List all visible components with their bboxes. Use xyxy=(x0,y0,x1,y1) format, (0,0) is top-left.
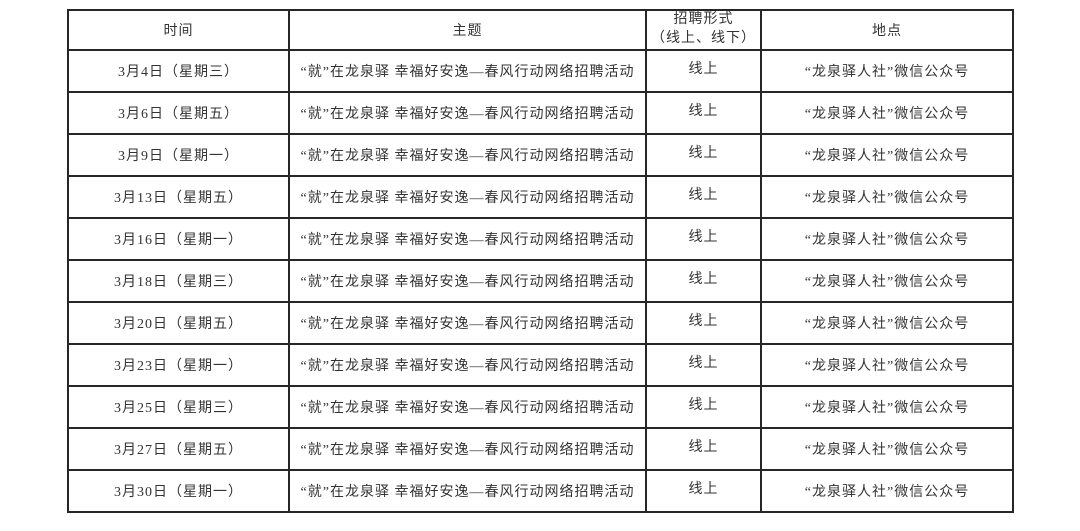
cell-format: 线上 xyxy=(645,216,762,261)
cell-topic: “就”在龙泉驿 幸福好安逸—春风行动网络招聘活动 xyxy=(288,384,647,429)
cell-time: 3月23日（星期一） xyxy=(67,342,290,387)
table-row: 3月18日（星期三） “就”在龙泉驿 幸福好安逸—春风行动网络招聘活动 线上 “… xyxy=(67,258,1014,303)
cell-location: “龙泉驿人社”微信公众号 xyxy=(760,132,1014,177)
cell-format: 线上 xyxy=(645,174,762,219)
table-row: 3月27日（星期五） “就”在龙泉驿 幸福好安逸—春风行动网络招聘活动 线上 “… xyxy=(67,426,1014,471)
cell-topic: “就”在龙泉驿 幸福好安逸—春风行动网络招聘活动 xyxy=(288,216,647,261)
cell-topic: “就”在龙泉驿 幸福好安逸—春风行动网络招聘活动 xyxy=(288,132,647,177)
cell-location: “龙泉驿人社”微信公众号 xyxy=(760,468,1014,513)
table-row: 3月16日（星期一） “就”在龙泉驿 幸福好安逸—春风行动网络招聘活动 线上 “… xyxy=(67,216,1014,261)
cell-format: 线上 xyxy=(645,468,762,513)
cell-format: 线上 xyxy=(645,48,762,93)
cell-topic: “就”在龙泉驿 幸福好安逸—春风行动网络招聘活动 xyxy=(288,174,647,219)
cell-time: 3月9日（星期一） xyxy=(67,132,290,177)
header-format: 招聘形式 （线上、线下） xyxy=(645,9,762,51)
table-row: 3月30日（星期一） “就”在龙泉驿 幸福好安逸—春风行动网络招聘活动 线上 “… xyxy=(67,468,1014,513)
cell-format: 线上 xyxy=(645,384,762,429)
cell-format: 线上 xyxy=(645,132,762,177)
cell-location: “龙泉驿人社”微信公众号 xyxy=(760,90,1014,135)
cell-topic: “就”在龙泉驿 幸福好安逸—春风行动网络招聘活动 xyxy=(288,468,647,513)
cell-topic: “就”在龙泉驿 幸福好安逸—春风行动网络招聘活动 xyxy=(288,258,647,303)
cell-format: 线上 xyxy=(645,90,762,135)
cell-topic: “就”在龙泉驿 幸福好安逸—春风行动网络招聘活动 xyxy=(288,300,647,345)
cell-time: 3月30日（星期一） xyxy=(67,468,290,513)
header-location: 地点 xyxy=(760,9,1014,51)
cell-format: 线上 xyxy=(645,258,762,303)
cell-location: “龙泉驿人社”微信公众号 xyxy=(760,48,1014,93)
table-row: 3月20日（星期五） “就”在龙泉驿 幸福好安逸—春风行动网络招聘活动 线上 “… xyxy=(67,300,1014,345)
cell-format: 线上 xyxy=(645,342,762,387)
table-row: 3月6日（星期五） “就”在龙泉驿 幸福好安逸—春风行动网络招聘活动 线上 “龙… xyxy=(67,90,1014,135)
header-topic: 主题 xyxy=(288,9,647,51)
cell-topic: “就”在龙泉驿 幸福好安逸—春风行动网络招聘活动 xyxy=(288,426,647,471)
cell-time: 3月27日（星期五） xyxy=(67,426,290,471)
table-body: 3月4日（星期三） “就”在龙泉驿 幸福好安逸—春风行动网络招聘活动 线上 “龙… xyxy=(67,48,1014,513)
cell-time: 3月18日（星期三） xyxy=(67,258,290,303)
cell-topic: “就”在龙泉驿 幸福好安逸—春风行动网络招聘活动 xyxy=(288,48,647,93)
header-row: 时间 主题 招聘形式 （线上、线下） 地点 xyxy=(67,9,1014,51)
table-row: 3月25日（星期三） “就”在龙泉驿 幸福好安逸—春风行动网络招聘活动 线上 “… xyxy=(67,384,1014,429)
cell-time: 3月6日（星期五） xyxy=(67,90,290,135)
cell-time: 3月25日（星期三） xyxy=(67,384,290,429)
cell-location: “龙泉驿人社”微信公众号 xyxy=(760,342,1014,387)
cell-format: 线上 xyxy=(645,300,762,345)
table-row: 3月4日（星期三） “就”在龙泉驿 幸福好安逸—春风行动网络招聘活动 线上 “龙… xyxy=(67,48,1014,93)
cell-location: “龙泉驿人社”微信公众号 xyxy=(760,300,1014,345)
cell-location: “龙泉驿人社”微信公众号 xyxy=(760,258,1014,303)
table-row: 3月13日（星期五） “就”在龙泉驿 幸福好安逸—春风行动网络招聘活动 线上 “… xyxy=(67,174,1014,219)
schedule-table: 时间 主题 招聘形式 （线上、线下） 地点 3月4日（星期三） “就”在龙泉驿 … xyxy=(67,9,1014,513)
cell-time: 3月13日（星期五） xyxy=(67,174,290,219)
cell-topic: “就”在龙泉驿 幸福好安逸—春风行动网络招聘活动 xyxy=(288,90,647,135)
cell-topic: “就”在龙泉驿 幸福好安逸—春风行动网络招聘活动 xyxy=(288,342,647,387)
table-header: 时间 主题 招聘形式 （线上、线下） 地点 xyxy=(67,9,1014,51)
cell-location: “龙泉驿人社”微信公众号 xyxy=(760,174,1014,219)
cell-time: 3月16日（星期一） xyxy=(67,216,290,261)
cell-location: “龙泉驿人社”微信公众号 xyxy=(760,384,1014,429)
cell-format: 线上 xyxy=(645,426,762,471)
cell-location: “龙泉驿人社”微信公众号 xyxy=(760,216,1014,261)
table-row: 3月23日（星期一） “就”在龙泉驿 幸福好安逸—春风行动网络招聘活动 线上 “… xyxy=(67,342,1014,387)
cell-location: “龙泉驿人社”微信公众号 xyxy=(760,426,1014,471)
cell-time: 3月20日（星期五） xyxy=(67,300,290,345)
table-row: 3月9日（星期一） “就”在龙泉驿 幸福好安逸—春风行动网络招聘活动 线上 “龙… xyxy=(67,132,1014,177)
cell-time: 3月4日（星期三） xyxy=(67,48,290,93)
header-time: 时间 xyxy=(67,9,290,51)
